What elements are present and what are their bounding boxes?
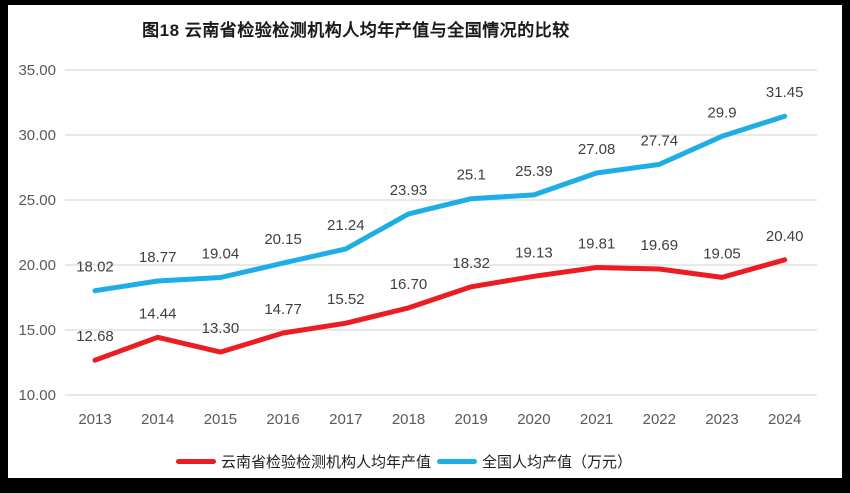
data-label-yunnan: 18.32	[452, 255, 490, 272]
data-label-national: 18.02	[76, 259, 114, 276]
x-axis-tick: 2016	[266, 411, 299, 428]
data-label-national: 29.9	[707, 104, 736, 121]
data-label-yunnan: 20.40	[766, 228, 804, 245]
plot-area: 35.00 30.00 25.00 20.00 15.00 10.00 2013 2014 20…	[18, 62, 817, 428]
data-label-national: 19.04	[202, 245, 240, 262]
y-axis-tick: 30.00	[18, 127, 56, 144]
data-label-yunnan: 15.52	[327, 291, 365, 308]
y-axis-tick: 20.00	[18, 257, 56, 274]
legend-swatch-national	[437, 459, 477, 464]
y-axis-tick: 25.00	[18, 192, 56, 209]
x-axis-tick: 2013	[78, 411, 111, 428]
chart-title: 图18 云南省检验检测机构人均年产值与全国情况的比较	[142, 21, 570, 40]
x-axis-tick: 2020	[517, 411, 550, 428]
legend-item-national: 全国人均产值（万元）	[437, 451, 632, 472]
legend-item-yunnan: 云南省检验检测机构人均年产值	[175, 451, 431, 472]
data-label-national: 21.24	[327, 217, 365, 234]
legend-label-national: 全国人均产值（万元）	[482, 454, 633, 471]
data-label-yunnan: 19.69	[641, 237, 679, 254]
chart-canvas: 图18 云南省检验检测机构人均年产值与全国情况的比较 35.00 30.00 25.…	[8, 5, 842, 478]
data-label-yunnan: 19.13	[515, 244, 553, 261]
y-axis-tick: 15.00	[18, 322, 56, 339]
data-label-yunnan: 14.44	[139, 305, 177, 322]
y-axis-tick: 10.00	[18, 387, 56, 404]
data-label-yunnan: 19.81	[578, 235, 616, 252]
x-axis-tick: 2015	[204, 411, 237, 428]
x-axis-tick: 2019	[455, 411, 488, 428]
x-axis-tick: 2023	[705, 411, 738, 428]
data-label-national: 20.15	[264, 231, 302, 248]
x-axis-tick: 2024	[768, 411, 801, 428]
data-label-yunnan: 16.70	[390, 276, 428, 293]
data-label-national: 31.45	[766, 84, 804, 101]
x-axis-tick: 2021	[580, 411, 613, 428]
chart-legend: 云南省检验检测机构人均年产值 全国人均产值（万元）	[173, 451, 635, 472]
y-axis-tick: 35.00	[18, 62, 56, 79]
x-axis-tick: 2018	[392, 411, 425, 428]
legend-label-yunnan: 云南省检验检测机构人均年产值	[220, 454, 431, 471]
data-label-national: 27.74	[641, 132, 679, 149]
series-line-national	[92, 113, 788, 294]
legend-swatch-yunnan	[175, 459, 216, 464]
data-label-yunnan: 12.68	[76, 328, 114, 345]
series-line-yunnan	[92, 257, 788, 363]
data-label-national: 27.08	[578, 141, 616, 158]
data-label-yunnan: 19.05	[703, 245, 741, 262]
data-label-national: 25.1	[457, 167, 486, 184]
data-label-national: 23.93	[390, 182, 428, 199]
x-axis-tick: 2022	[643, 411, 676, 428]
data-label-yunnan: 13.30	[202, 320, 240, 337]
data-label-national: 18.77	[139, 249, 177, 266]
x-axis-tick: 2014	[141, 411, 174, 428]
data-label-yunnan: 14.77	[264, 301, 302, 318]
data-label-national: 25.39	[515, 163, 553, 180]
x-axis-tick: 2017	[329, 411, 362, 428]
